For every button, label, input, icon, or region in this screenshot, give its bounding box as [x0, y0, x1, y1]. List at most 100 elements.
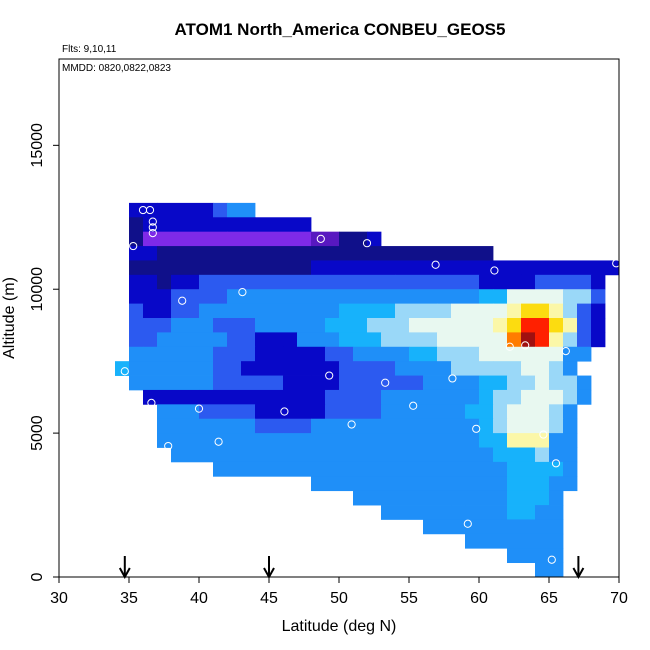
- heatmap-cell: [535, 447, 550, 463]
- heatmap-cell: [381, 418, 438, 434]
- heatmap-cell: [507, 418, 550, 434]
- heatmap-cell: [311, 461, 424, 477]
- sample-point: [381, 378, 390, 387]
- x-tick-label: 55: [400, 590, 418, 607]
- heatmap-cell: [157, 260, 312, 276]
- heatmap-cell: [563, 303, 578, 319]
- sample-point: [145, 205, 155, 215]
- heatmap-cell: [563, 318, 578, 333]
- heatmap-cell: [241, 361, 312, 376]
- y-tick-label: 15000: [29, 123, 46, 168]
- heatmap-cell: [479, 346, 536, 362]
- heatmap-cell: [311, 418, 382, 434]
- heatmap-cell: [437, 418, 480, 434]
- heatmap-cell: [311, 231, 340, 247]
- heatmap-cell: [171, 303, 200, 319]
- heatmap-cell: [549, 476, 578, 492]
- heatmap-cell: [423, 447, 494, 463]
- heatmap-cell: [549, 332, 564, 348]
- heatmap-cell: [465, 533, 508, 549]
- heatmap-cell: [493, 418, 508, 434]
- sample-point: [561, 346, 570, 356]
- heatmap-cell: [507, 433, 536, 448]
- heatmap-cell: [129, 289, 158, 305]
- heatmap-cell: [563, 461, 578, 477]
- heatmap-cell: [395, 303, 438, 319]
- heatmap-cell: [409, 332, 438, 348]
- heatmap-cell: [437, 404, 466, 420]
- heatmap-cell: [507, 505, 536, 520]
- sample-point: [362, 239, 372, 248]
- heatmap-cell: [549, 303, 564, 319]
- sample-point: [148, 217, 157, 226]
- y-tick-label: 0: [29, 572, 46, 581]
- heatmap-cell: [549, 433, 578, 448]
- heatmap-cells: [115, 202, 620, 578]
- heatmap-cell: [549, 418, 564, 434]
- heatmap-cell: [493, 361, 522, 376]
- heatmap-cell: [227, 332, 256, 348]
- heatmap-cell: [409, 318, 438, 333]
- heatmap-cell: [339, 246, 382, 261]
- heatmap-cell: [339, 332, 382, 348]
- heatmap-cell: [563, 289, 592, 305]
- heatmap-cell: [437, 433, 480, 448]
- heatmap-cell: [549, 361, 564, 376]
- heatmap-cell: [171, 289, 228, 305]
- heatmap-cell: [157, 274, 172, 290]
- heatmap-cell: [535, 375, 550, 391]
- heatmap-cell: [297, 332, 340, 348]
- heatmap-cell: [339, 231, 368, 247]
- heatmap-cell: [129, 332, 158, 348]
- heatmap-cell: [591, 318, 606, 333]
- heatmap-cell: [129, 303, 144, 319]
- heatmap-cell: [325, 346, 354, 362]
- heatmap-cell: [129, 217, 144, 233]
- heatmap-cell: [521, 361, 550, 376]
- arrow-marker: [118, 556, 131, 580]
- sample-point: [120, 367, 129, 376]
- x-tick-label: 50: [330, 590, 348, 607]
- heatmap-cell: [157, 246, 340, 261]
- heatmap-cell: [129, 260, 158, 276]
- heatmap-cell: [129, 246, 158, 261]
- heatmap-cell: [535, 318, 550, 333]
- sample-point: [214, 437, 223, 446]
- heatmap-cell: [535, 505, 564, 520]
- sample-point: [539, 430, 548, 439]
- heatmap-cell: [479, 433, 508, 448]
- heatmap-cell: [549, 490, 564, 506]
- heatmap-cell: [437, 346, 480, 362]
- heatmap-cell: [507, 332, 522, 348]
- sample-point: [148, 229, 157, 238]
- heatmap-cell: [199, 303, 340, 319]
- sample-point: [472, 424, 481, 433]
- heatmap-cell: [381, 404, 438, 420]
- heatmap-cell: [199, 274, 396, 290]
- heatmap-cell: [409, 476, 508, 492]
- y-axis: 0 5000 10000 15000: [29, 123, 59, 581]
- heatmap-cell: [213, 375, 284, 391]
- heatmap-cell: [549, 447, 578, 463]
- heatmap-cell: [591, 332, 606, 348]
- heatmap-cell: [311, 361, 340, 376]
- heatmap-cell: [451, 361, 494, 376]
- heatmap-cell: [437, 318, 494, 333]
- heatmap-cell: [563, 346, 592, 362]
- heatmap-cell: [451, 389, 480, 405]
- heatmap-cell: [577, 389, 592, 405]
- heatmap-cell: [157, 289, 172, 305]
- x-axis-title: Latitude (deg N): [282, 618, 397, 635]
- sample-point: [280, 407, 289, 416]
- heatmap-cell: [535, 548, 564, 564]
- heatmap-cell: [129, 318, 172, 333]
- sample-point: [194, 404, 204, 413]
- sample-point: [490, 266, 499, 275]
- heatmap-cell: [227, 202, 256, 218]
- heatmap-cell: [157, 418, 256, 434]
- flights-note: Flts: 9,10,11: [62, 44, 117, 55]
- heatmap-cell: [493, 289, 508, 305]
- heatmap-cell: [563, 418, 578, 434]
- heatmap-cell: [339, 375, 382, 391]
- sample-points: [120, 205, 621, 564]
